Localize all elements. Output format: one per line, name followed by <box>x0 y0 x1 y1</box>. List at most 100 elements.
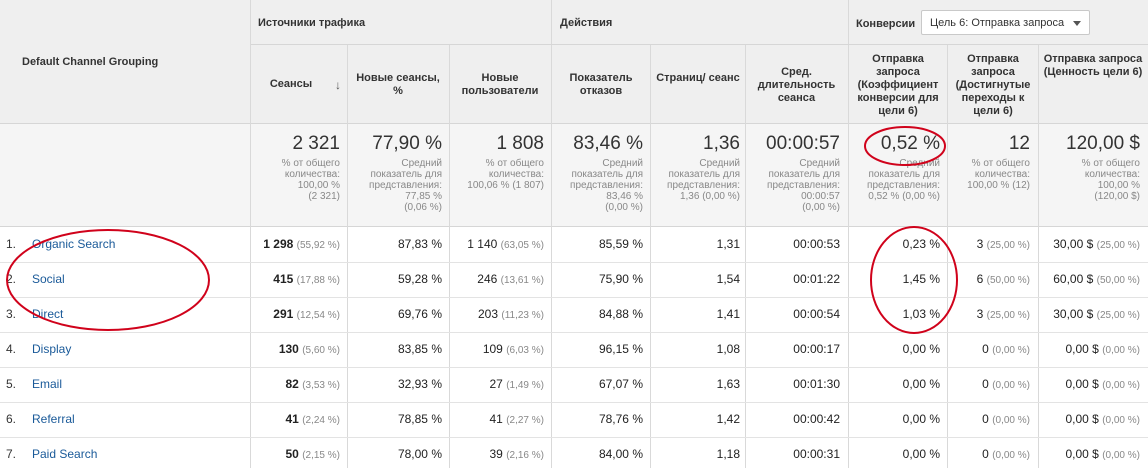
cell-bounce: 75,90 % <box>599 262 643 297</box>
cell-new-users: 41 (2,27 %) <box>490 402 545 437</box>
cell-value: 0 <box>982 342 989 356</box>
cell-duration: 00:00:17 <box>793 332 840 367</box>
cell-value: 84,88 % <box>598 307 643 321</box>
cell-value: 82 <box>285 377 299 391</box>
goal-select[interactable]: Цель 6: Отправка запроса <box>921 10 1090 35</box>
channel-link[interactable]: Paid Search <box>32 447 98 461</box>
cell-new-pct: 69,76 % <box>398 297 442 332</box>
cell-completions: 3 (25,00 %) <box>977 297 1030 332</box>
cell-value: 6 <box>976 272 984 286</box>
col-new-sessions[interactable]: Новые сеансы, % <box>356 72 440 97</box>
cell-percent: (0,00 %) <box>1102 345 1140 356</box>
total-subtext-line: (120,00 $) <box>1094 191 1140 202</box>
cell-new-pct: 83,85 % <box>398 332 442 367</box>
cell-conv-rate: 0,00 % <box>903 437 940 468</box>
cell-duration: 00:00:53 <box>793 227 840 262</box>
cell-completions: 6 (50,00 %) <box>977 262 1030 297</box>
cell-value: 50 <box>285 447 299 461</box>
cell-value: 0,00 % <box>902 342 940 356</box>
cell-value: 246 <box>477 272 498 286</box>
cell-value: 415 <box>273 272 294 286</box>
row-number: 4. <box>6 342 17 356</box>
cell-new-users: 246 (13,61 %) <box>477 262 544 297</box>
cell-new-users: 1 140 (63,05 %) <box>467 227 544 262</box>
cell-completions: 3 (25,00 %) <box>977 227 1030 262</box>
total-value: 1,36 <box>703 133 740 154</box>
channel-link[interactable]: Social <box>32 272 65 286</box>
cell-percent: (0,00 %) <box>1102 450 1140 461</box>
cell-new-users: 27 (1,49 %) <box>490 367 545 402</box>
cell-value: 00:00:17 <box>793 342 840 356</box>
totals-row <box>0 124 1148 227</box>
cell-value: 0,00 % <box>902 412 940 426</box>
cell-value: 30,00 $ <box>1053 307 1094 321</box>
col-goal-conv-rate[interactable]: Отправка запроса (Коэффициент конверсии … <box>857 53 939 117</box>
col-goal-completions[interactable]: Отправка запроса (Достигнутые переходы к… <box>955 53 1031 117</box>
cell-percent: (55,92 %) <box>296 240 340 251</box>
total-subtext-line: количества: <box>284 169 340 180</box>
cell-new-pct: 78,00 % <box>398 437 442 468</box>
total-subtext: Средний показатель для представления: 0,52 … <box>853 158 940 202</box>
total-subtext-line: представления: <box>767 180 840 191</box>
col-pages-per-session[interactable]: Страниц/ сеанс <box>656 72 740 84</box>
total-subtext-line: количества: <box>1084 169 1140 180</box>
total-subtext-line: 00:00:57 <box>801 191 840 202</box>
cell-sessions: 291 (12,54 %) <box>273 297 340 332</box>
cell-duration: 00:00:42 <box>793 402 840 437</box>
total-subtext-line: 83,46 % <box>606 191 643 202</box>
cell-value: 0,00 $ <box>1065 377 1099 391</box>
row-divider <box>0 262 1148 263</box>
cell-percent: (2,24 %) <box>302 415 340 426</box>
cell-conv-rate: 1,03 % <box>903 297 940 332</box>
row-divider <box>0 402 1148 403</box>
cell-percent: (25,00 %) <box>986 310 1030 321</box>
cell-sessions: 41 (2,24 %) <box>286 402 341 437</box>
total-subtext-line: представления: <box>570 180 643 191</box>
col-new-users[interactable]: Новые пользователи <box>461 72 539 97</box>
cell-value: 60,00 $ <box>1053 272 1094 286</box>
total-subtext-line: (0,00 %) <box>605 202 643 213</box>
channel-link[interactable]: Display <box>32 342 72 356</box>
cell-percent: (2,27 %) <box>506 415 544 426</box>
cell-pages: 1,08 <box>717 332 740 367</box>
cell-value: 00:00:42 <box>793 412 840 426</box>
total-value: 00:00:57 <box>766 133 840 154</box>
cell-pages: 1,63 <box>717 367 740 402</box>
total-subtext: % от общего количества: 100,00 % (12) <box>952 158 1030 191</box>
column-divider <box>1038 44 1039 468</box>
cell-value: 0,00 $ <box>1065 342 1099 356</box>
cell-value: 78,76 % <box>598 412 643 426</box>
row-number: 2. <box>6 272 17 286</box>
cell-value: 60,00 $ (50,00 %) <box>1053 262 1140 297</box>
table-row: 1. Organic Search 1 298 (55,92 %) 87,83 % 1 … <box>0 227 1148 262</box>
cell-value: 1,41 <box>716 307 740 321</box>
cell-bounce: 78,76 % <box>599 402 643 437</box>
total-subtext-line: % от общего <box>1081 158 1140 169</box>
cell-value: 87,83 % <box>397 237 442 251</box>
channel-link[interactable]: Organic Search <box>32 237 116 251</box>
total-subtext: % от общего количества: 100,00 % (2 321) <box>255 158 340 202</box>
total-subtext-line: (0,00 %) <box>802 202 840 213</box>
column-divider <box>250 0 251 468</box>
cell-value: 85,59 % <box>598 237 643 251</box>
col-sessions[interactable]: Сеансы <box>269 78 313 90</box>
dimension-header[interactable]: Default Channel Grouping <box>22 56 159 68</box>
table-row: 3. Direct 291 (12,54 %) 69,76 % 203 (11,23 %… <box>0 297 1148 332</box>
arrow-down-icon[interactable]: ↓ <box>335 78 341 92</box>
col-avg-duration[interactable]: Сред. длительность сеанса <box>757 66 836 104</box>
cell-new-users: 109 (6,03 %) <box>483 332 544 367</box>
cell-percent: (17,88 %) <box>296 275 340 286</box>
cell-value: 83,85 % <box>397 342 442 356</box>
col-goal-value[interactable]: Отправка запроса (Ценность цели 6) <box>1043 53 1143 78</box>
channel-link[interactable]: Email <box>32 377 63 391</box>
cell-percent: (12,54 %) <box>296 310 340 321</box>
cell-percent: (3,53 %) <box>302 380 340 391</box>
total-subtext-line: % от общего <box>281 158 340 169</box>
cell-percent: (25,00 %) <box>986 240 1030 251</box>
channel-link[interactable]: Direct <box>32 307 64 321</box>
cell-value: 3 <box>976 307 984 321</box>
cell-value: 1,18 <box>716 447 740 461</box>
col-bounce-rate[interactable]: Показатель отказов <box>569 72 633 97</box>
channel-link[interactable]: Referral <box>32 412 75 426</box>
row-divider <box>0 297 1148 298</box>
